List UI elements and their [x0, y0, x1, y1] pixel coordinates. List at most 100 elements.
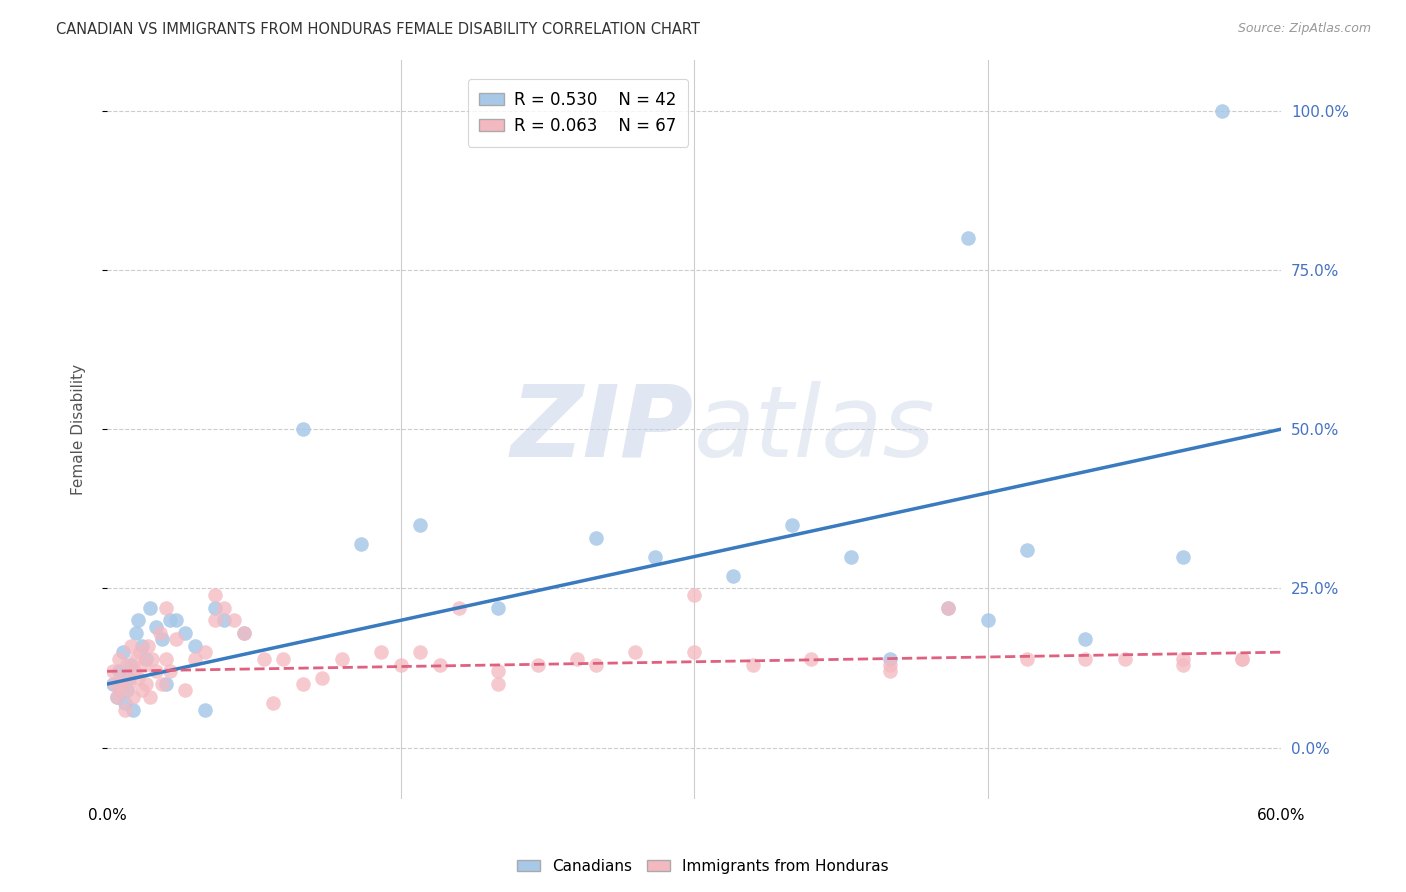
Point — [291, 422, 314, 436]
Point — [135, 677, 157, 691]
Point — [224, 613, 246, 627]
Point — [585, 657, 607, 672]
Text: Source: ZipAtlas.com: Source: ZipAtlas.com — [1237, 22, 1371, 36]
Point — [120, 639, 142, 653]
Point — [214, 600, 236, 615]
Point — [145, 665, 167, 679]
Point — [117, 671, 139, 685]
Point — [565, 651, 588, 665]
Point — [839, 549, 862, 564]
Point — [120, 657, 142, 672]
Point — [780, 517, 803, 532]
Point — [194, 702, 217, 716]
Point — [370, 645, 392, 659]
Point — [1173, 549, 1195, 564]
Point — [1211, 103, 1233, 118]
Point — [585, 531, 607, 545]
Point — [350, 537, 373, 551]
Point — [526, 657, 548, 672]
Point — [449, 600, 471, 615]
Point — [204, 613, 226, 627]
Point — [159, 613, 181, 627]
Y-axis label: Female Disability: Female Disability — [72, 364, 86, 495]
Point — [1230, 651, 1253, 665]
Point — [121, 690, 143, 704]
Legend: Canadians, Immigrants from Honduras: Canadians, Immigrants from Honduras — [510, 853, 896, 880]
Point — [111, 645, 134, 659]
Point — [139, 690, 162, 704]
Point — [1015, 651, 1038, 665]
Point — [409, 517, 432, 532]
Text: ZIP: ZIP — [512, 381, 695, 478]
Point — [938, 600, 960, 615]
Point — [108, 665, 131, 679]
Point — [114, 696, 136, 710]
Point — [1015, 543, 1038, 558]
Point — [125, 651, 148, 665]
Point — [721, 568, 744, 582]
Point — [108, 651, 131, 665]
Point — [127, 671, 149, 685]
Point — [486, 677, 509, 691]
Point — [879, 651, 901, 665]
Point — [165, 632, 187, 647]
Point — [110, 683, 132, 698]
Point — [155, 677, 177, 691]
Point — [139, 600, 162, 615]
Point — [184, 639, 207, 653]
Point — [124, 665, 146, 679]
Point — [1074, 651, 1097, 665]
Point — [104, 677, 127, 691]
Point — [976, 613, 998, 627]
Point — [129, 645, 152, 659]
Point — [1114, 651, 1136, 665]
Point — [252, 651, 274, 665]
Point — [105, 690, 128, 704]
Point — [149, 626, 172, 640]
Point — [115, 683, 138, 698]
Point — [683, 645, 706, 659]
Point — [1173, 657, 1195, 672]
Point — [114, 702, 136, 716]
Point — [111, 671, 134, 685]
Point — [204, 600, 226, 615]
Point — [105, 690, 128, 704]
Point — [131, 639, 153, 653]
Point — [644, 549, 666, 564]
Point — [262, 696, 284, 710]
Point — [1074, 632, 1097, 647]
Point — [131, 683, 153, 698]
Point — [271, 651, 294, 665]
Point — [155, 651, 177, 665]
Point — [204, 588, 226, 602]
Point — [165, 613, 187, 627]
Point — [938, 600, 960, 615]
Point — [101, 665, 124, 679]
Legend: R = 0.530    N = 42, R = 0.063    N = 67: R = 0.530 N = 42, R = 0.063 N = 67 — [468, 79, 689, 146]
Point — [159, 665, 181, 679]
Text: atlas: atlas — [695, 381, 936, 478]
Point — [389, 657, 412, 672]
Point — [800, 651, 823, 665]
Point — [214, 613, 236, 627]
Point — [135, 651, 157, 665]
Point — [879, 665, 901, 679]
Point — [101, 677, 124, 691]
Point — [311, 671, 333, 685]
Point — [291, 677, 314, 691]
Point — [125, 626, 148, 640]
Point — [136, 639, 159, 653]
Point — [624, 645, 647, 659]
Point — [150, 632, 173, 647]
Point — [233, 626, 256, 640]
Point — [174, 683, 197, 698]
Point — [115, 657, 138, 672]
Point — [134, 657, 156, 672]
Point — [184, 651, 207, 665]
Point — [127, 613, 149, 627]
Point — [429, 657, 451, 672]
Point — [741, 657, 763, 672]
Point — [330, 651, 353, 665]
Point — [194, 645, 217, 659]
Point — [117, 677, 139, 691]
